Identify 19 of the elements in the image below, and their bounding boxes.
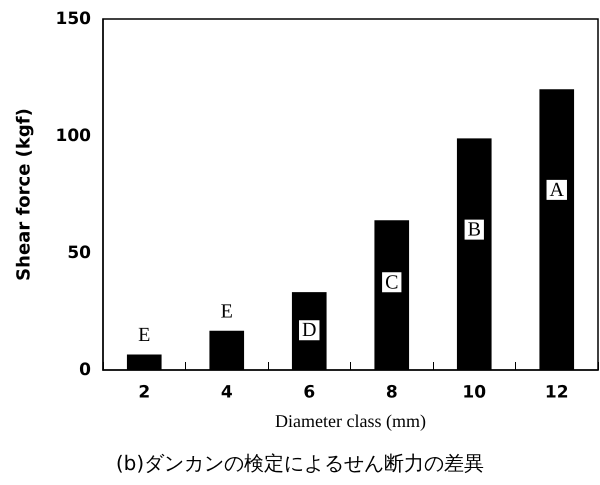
x-tick-label: 2 [138, 382, 150, 402]
annotation: A [550, 178, 565, 201]
x-tick-label: 12 [544, 382, 569, 402]
x-tick-label: 6 [303, 382, 316, 402]
y-axis-title: Shear force (kgf) [14, 108, 34, 281]
x-tick-label: 4 [220, 382, 233, 402]
x-tick-label: 10 [462, 382, 486, 402]
annotation: E [138, 324, 150, 346]
y-tick-label: 0 [79, 360, 92, 380]
annotation: D [302, 319, 316, 342]
x-axis-title: Diameter class (mm) [275, 411, 426, 431]
y-tick-label: 100 [56, 126, 92, 146]
y-tick-label: 50 [67, 243, 92, 263]
annotation: B [468, 218, 481, 241]
x-tick-label: 8 [386, 382, 398, 402]
text: (b)ダンカンの検定によるせん断力の差異 [116, 451, 484, 475]
y-tick-label: 150 [56, 9, 92, 29]
annotation: C [385, 271, 398, 294]
annotation: E [220, 300, 233, 322]
